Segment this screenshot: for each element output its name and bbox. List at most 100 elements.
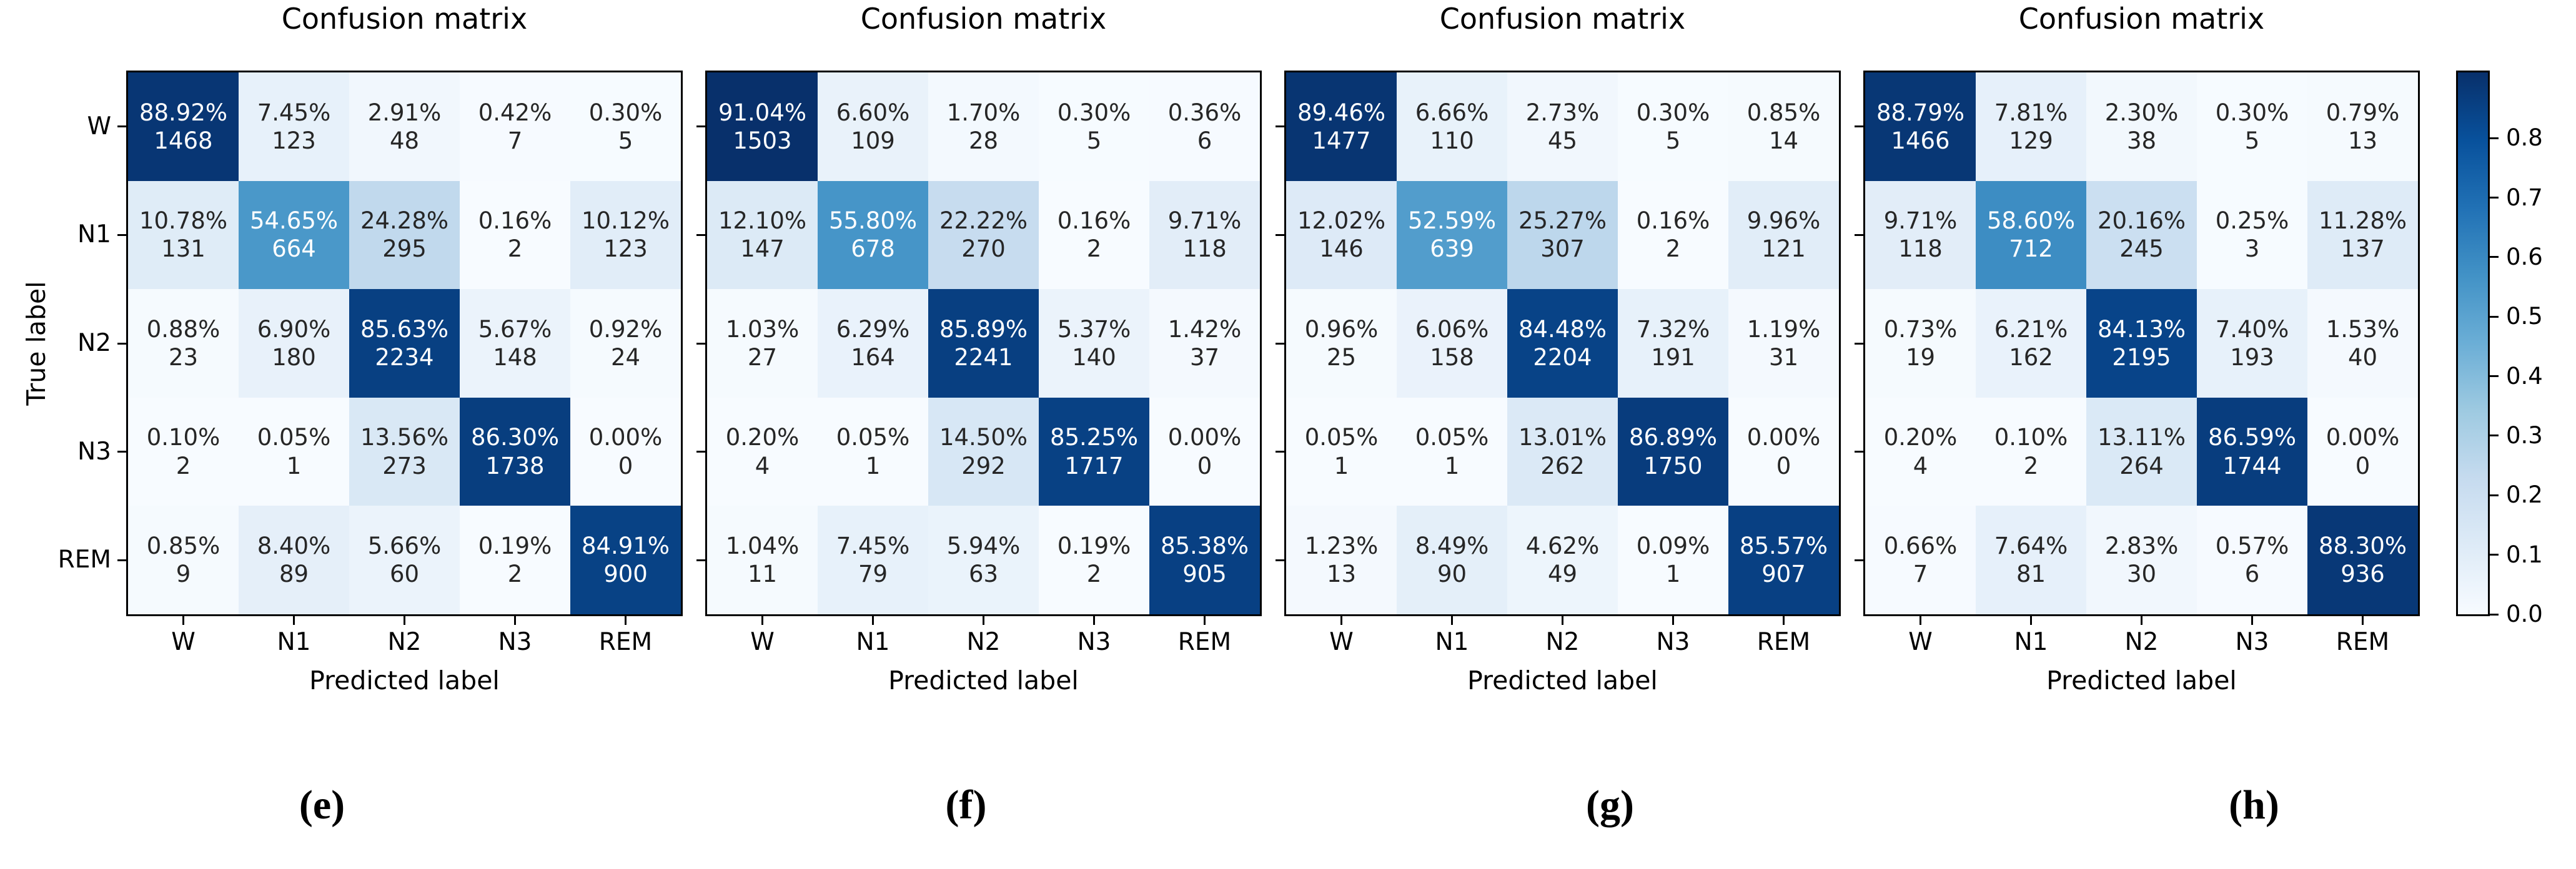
cell-count: 164 (851, 343, 895, 371)
x-tick-mark (761, 616, 763, 625)
panel-title: Confusion matrix (1439, 2, 1686, 36)
matrix-cell: 7.32% 191 (1618, 289, 1728, 398)
x-tick-mark (404, 616, 405, 625)
cell-percent: 58.60% (1986, 207, 2076, 235)
cell-percent: 86.59% (2207, 424, 2297, 451)
cell-count: 11 (747, 561, 778, 588)
colorbar-tick-mark (2490, 375, 2499, 378)
matrix-cell: 13.11% 264 (2086, 397, 2197, 506)
y-tick-mark (1276, 233, 1284, 236)
matrix-cell: 20.16% 245 (2086, 180, 2197, 290)
cell-percent: 1.19% (1746, 315, 1821, 343)
x-tick-mark (2030, 616, 2032, 625)
x-tick-mark (1920, 616, 1921, 625)
matrix-cell: 8.49% 90 (1397, 506, 1507, 614)
cell-count: 7 (507, 127, 523, 154)
cell-count: 307 (1540, 235, 1585, 263)
cell-percent: 6.29% (836, 315, 910, 343)
cell-percent: 0.25% (2215, 207, 2289, 235)
cell-count: 30 (2126, 561, 2157, 588)
matrix-cell: 0.16% 2 (1618, 180, 1728, 290)
cell-percent: 5.37% (1057, 315, 1131, 343)
matrix-cell: 55.80% 678 (818, 180, 928, 290)
cell-count: 23 (168, 343, 199, 371)
cell-count: 1744 (2222, 452, 2282, 479)
cell-count: 5 (618, 127, 633, 154)
x-tick-label: REM (1177, 628, 1232, 656)
cell-percent: 0.88% (146, 315, 220, 343)
cell-count: 191 (1651, 343, 1695, 371)
matrix-cell: 6.29% 164 (818, 289, 928, 398)
cell-percent: 7.45% (836, 533, 910, 560)
y-tick-mark (1855, 342, 1863, 345)
cell-count: 158 (1430, 343, 1474, 371)
cell-count: 2195 (2112, 343, 2171, 371)
cell-percent: 0.73% (1883, 315, 1958, 343)
matrix-cell: 6.90% 180 (239, 289, 349, 398)
x-tick-mark (1340, 616, 1342, 625)
cell-count: 6 (2244, 561, 2260, 588)
cell-percent: 0.92% (588, 315, 663, 343)
y-tick-label: REM (57, 546, 111, 574)
y-axis-label: True label (21, 281, 51, 406)
cell-percent: 84.91% (581, 533, 670, 560)
colorbar-tick-mark (2490, 494, 2499, 496)
matrix-cell: 5.67% 148 (460, 289, 570, 398)
matrix-cell: 88.79% 1466 (1865, 72, 1976, 181)
matrix-cell: 12.10% 147 (707, 180, 818, 290)
cell-count: 110 (1430, 127, 1474, 154)
cell-percent: 88.30% (2318, 533, 2407, 560)
matrix-cell: 0.85% 9 (128, 506, 239, 614)
cell-percent: 20.16% (2097, 207, 2186, 235)
matrix-cell: 1.23% 13 (1286, 506, 1397, 614)
cell-percent: 0.85% (1746, 99, 1821, 126)
matrix-cell: 4.62% 49 (1507, 506, 1618, 614)
cell-count: 79 (858, 561, 888, 588)
panel-title: Confusion matrix (860, 2, 1107, 36)
x-tick-label: N2 (2124, 628, 2159, 656)
x-tick-mark (872, 616, 874, 625)
cell-percent: 0.30% (1057, 99, 1131, 126)
y-tick-mark (117, 125, 126, 128)
cell-percent: 0.57% (2215, 533, 2289, 560)
matrix-cell: 0.30% 5 (1618, 72, 1728, 181)
cell-count: 147 (740, 235, 785, 263)
cell-count: 2 (176, 452, 191, 479)
cell-count: 148 (493, 343, 537, 371)
matrix-cell: 84.91% 900 (570, 506, 681, 614)
cell-percent: 0.30% (1636, 99, 1710, 126)
cell-count: 2 (1665, 235, 1681, 263)
y-tick-mark (117, 559, 126, 561)
cell-percent: 2.73% (1525, 99, 1600, 126)
cell-count: 38 (2126, 127, 2157, 154)
cell-percent: 0.85% (146, 533, 220, 560)
matrix-cell: 0.85% 14 (1728, 72, 1839, 181)
cell-count: 180 (272, 343, 316, 371)
matrix-cell: 11.28% 137 (2307, 180, 2418, 290)
y-tick-mark (117, 342, 126, 345)
y-tick-mark (1855, 559, 1863, 561)
cell-percent: 0.09% (1636, 533, 1710, 560)
cell-percent: 14.50% (939, 424, 1028, 451)
matrix-cell: 0.30% 5 (2197, 72, 2307, 181)
cell-percent: 0.05% (1304, 424, 1379, 451)
y-tick-mark (1276, 125, 1284, 128)
cell-percent: 0.05% (257, 424, 331, 451)
cell-count: 905 (1182, 561, 1227, 588)
matrix-cell: 86.59% 1744 (2197, 397, 2307, 506)
matrix-cell: 14.50% 292 (928, 397, 1039, 506)
cell-percent: 5.67% (478, 315, 552, 343)
panel-title: Confusion matrix (281, 2, 528, 36)
matrix-cell: 9.96% 121 (1728, 180, 1839, 290)
matrix-cell: 91.04% 1503 (707, 72, 818, 181)
x-tick-label: N2 (1545, 628, 1580, 656)
cell-count: 262 (1540, 452, 1585, 479)
y-tick-mark (1276, 451, 1284, 453)
cell-percent: 86.89% (1628, 424, 1718, 451)
cell-percent: 10.12% (581, 207, 670, 235)
matrix-cell: 84.13% 2195 (2086, 289, 2197, 398)
matrix-cell: 13.01% 262 (1507, 397, 1618, 506)
cell-percent: 0.79% (2326, 99, 2400, 126)
x-tick-mark (182, 616, 184, 625)
matrix-cell: 0.96% 25 (1286, 289, 1397, 398)
